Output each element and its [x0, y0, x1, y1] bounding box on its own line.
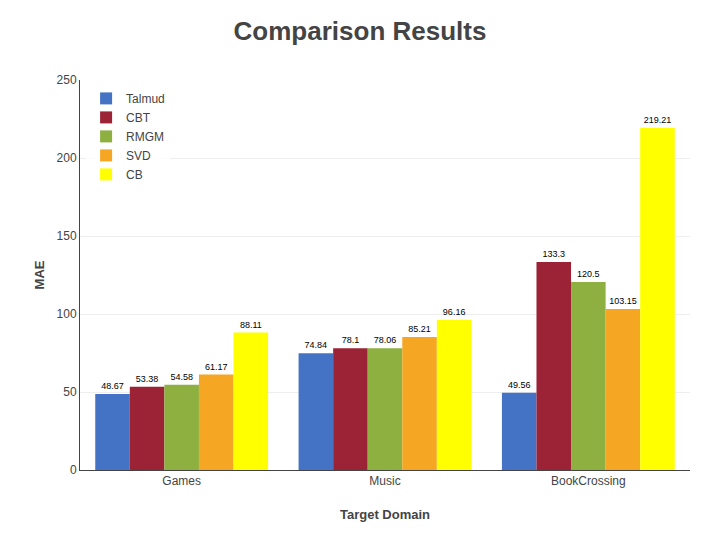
svg-text:103.15: 103.15 — [609, 296, 637, 306]
svg-text:Target Domain: Target Domain — [340, 507, 430, 522]
svg-text:0: 0 — [70, 463, 77, 477]
svg-text:48.67: 48.67 — [101, 381, 124, 391]
svg-text:MAE: MAE — [32, 260, 47, 289]
svg-text:200: 200 — [57, 151, 77, 165]
svg-text:Comparison Results: Comparison Results — [234, 16, 487, 46]
svg-text:54.58: 54.58 — [170, 372, 193, 382]
svg-text:78.1: 78.1 — [342, 335, 360, 345]
svg-text:CB: CB — [126, 168, 143, 182]
svg-text:CBT: CBT — [126, 111, 151, 125]
svg-text:74.84: 74.84 — [305, 340, 328, 350]
svg-text:SVD: SVD — [126, 149, 151, 163]
svg-text:61.17: 61.17 — [205, 362, 228, 372]
svg-text:150: 150 — [57, 229, 77, 243]
svg-text:100: 100 — [57, 307, 77, 321]
svg-text:133.3: 133.3 — [542, 249, 565, 259]
svg-text:49.56: 49.56 — [508, 380, 531, 390]
svg-text:RMGM: RMGM — [126, 130, 164, 144]
svg-text:250: 250 — [57, 73, 77, 87]
svg-text:50: 50 — [63, 385, 77, 399]
svg-text:78.06: 78.06 — [374, 335, 397, 345]
svg-text:Talmud: Talmud — [126, 92, 165, 106]
svg-text:85.21: 85.21 — [408, 324, 431, 334]
svg-text:Games: Games — [162, 474, 201, 488]
svg-text:88.11: 88.11 — [240, 320, 262, 330]
svg-text:120.5: 120.5 — [577, 269, 600, 279]
svg-text:219.21: 219.21 — [644, 115, 672, 125]
svg-text:BookCrossing: BookCrossing — [551, 474, 626, 488]
svg-text:Music: Music — [369, 474, 400, 488]
svg-text:53.38: 53.38 — [136, 374, 159, 384]
svg-text:96.16: 96.16 — [443, 307, 466, 317]
